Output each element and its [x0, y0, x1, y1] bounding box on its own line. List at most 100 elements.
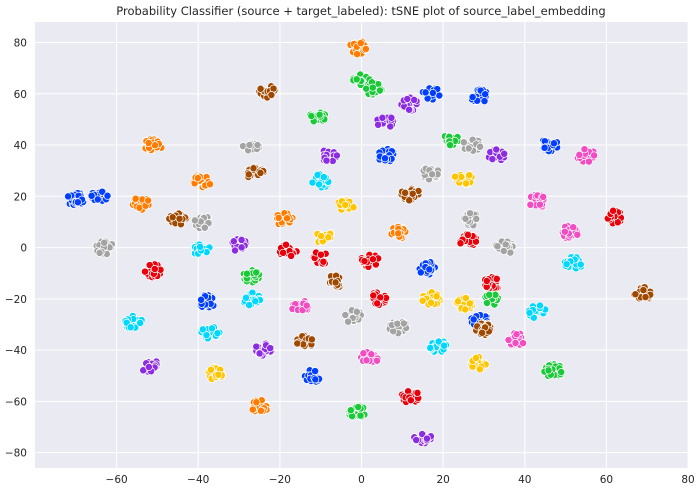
- scatter-point: [461, 305, 470, 314]
- scatter-point: [242, 269, 251, 278]
- y-tick-label: −20: [5, 294, 27, 306]
- scatter-point: [307, 335, 316, 344]
- scatter-point: [252, 398, 261, 407]
- x-tick-label: −20: [269, 474, 291, 486]
- scatter-point: [256, 168, 265, 177]
- scatter-point: [252, 268, 261, 277]
- scatter-point: [373, 299, 382, 308]
- scatter-point: [374, 120, 383, 129]
- scatter-point: [399, 319, 408, 328]
- scatter-point: [492, 274, 501, 283]
- scatter-point: [576, 260, 585, 269]
- scatter-point: [244, 170, 253, 179]
- scatter-point: [461, 294, 470, 303]
- scatter-point: [483, 299, 491, 307]
- scatter-point: [631, 290, 640, 299]
- scatter-point: [413, 388, 422, 397]
- scatter-point: [500, 149, 509, 158]
- x-tick-labels: −60 −40 −20 0 20 40 60 80: [106, 474, 695, 486]
- scatter-point: [466, 209, 475, 218]
- scatter-point: [245, 301, 254, 310]
- scatter-point: [346, 406, 355, 415]
- scatter-point: [423, 434, 431, 443]
- y-tick-label: −80: [5, 448, 27, 460]
- scatter-point: [245, 141, 254, 149]
- scatter-point: [341, 200, 350, 209]
- scatter-point: [341, 311, 350, 319]
- scatter-point: [193, 174, 202, 183]
- scatter-point: [381, 154, 389, 163]
- scatter-point: [267, 91, 276, 99]
- scatter-point: [468, 93, 477, 102]
- scatter-point: [405, 105, 414, 114]
- scatter-point: [248, 405, 257, 414]
- scatter-point: [64, 192, 73, 201]
- scatter-point: [462, 179, 471, 188]
- scatter-point: [359, 349, 368, 358]
- scatter-point: [315, 110, 324, 119]
- scatter-point: [360, 257, 369, 266]
- x-tick-label: 80: [681, 474, 694, 486]
- scatter-point: [426, 343, 435, 352]
- y-tick-label: 60: [14, 89, 27, 101]
- scatter-point: [557, 368, 566, 377]
- scatter-point: [144, 196, 153, 205]
- scatter-point: [95, 248, 104, 257]
- scatter-point: [428, 170, 437, 179]
- scatter-point: [126, 323, 135, 332]
- scatter-point: [175, 214, 184, 223]
- scatter-point: [206, 365, 215, 374]
- scatter-point: [255, 349, 264, 358]
- scatter-point: [131, 194, 140, 203]
- scatter-point: [560, 227, 569, 236]
- scatter-point: [465, 171, 474, 180]
- scatter-point: [242, 293, 250, 302]
- scatter-point: [368, 83, 377, 92]
- scatter-point: [464, 230, 472, 239]
- scatter-point: [73, 198, 82, 207]
- scatter-point: [214, 370, 223, 379]
- scatter-point: [401, 188, 410, 197]
- scatter-point: [519, 339, 527, 348]
- scatter-point: [307, 112, 316, 121]
- scatter-point: [406, 396, 415, 405]
- scatter-point: [488, 155, 497, 164]
- scatter-point: [641, 293, 650, 302]
- scatter-point: [639, 286, 648, 295]
- y-tick-labels: −80 −60 −40 −20 0 20 40 60 80: [5, 38, 27, 460]
- scatter-point: [190, 216, 199, 225]
- scatter-point: [362, 356, 371, 365]
- scatter-point: [237, 243, 246, 252]
- scatter-point: [367, 350, 376, 359]
- scatter-point: [293, 339, 302, 348]
- scatter-point: [403, 95, 412, 103]
- scatter-point: [440, 341, 449, 350]
- scatter-point: [580, 145, 589, 154]
- scatter-point: [446, 141, 455, 150]
- scatter-point: [315, 180, 324, 189]
- scatter-point: [512, 330, 521, 339]
- x-tick-label: 60: [600, 474, 613, 486]
- scatter-point: [144, 139, 153, 147]
- scatter-point: [93, 195, 102, 204]
- scatter-point: [575, 150, 584, 159]
- scatter-point: [252, 342, 261, 351]
- scatter-point: [256, 84, 265, 93]
- scatter-point: [569, 223, 578, 232]
- scatter-point: [287, 251, 296, 260]
- y-tick-label: 20: [14, 191, 27, 203]
- y-tick-label: 80: [14, 38, 27, 50]
- scatter-point: [492, 145, 501, 154]
- scatter-point: [394, 229, 403, 238]
- scatter-point: [361, 45, 370, 53]
- scatter-point: [197, 295, 206, 304]
- scatter-point: [387, 113, 396, 122]
- scatter-point: [103, 191, 112, 200]
- x-tick-label: −40: [187, 474, 209, 486]
- y-tick-label: 40: [14, 140, 27, 152]
- scatter-point: [472, 214, 481, 223]
- scatter-point: [168, 213, 177, 222]
- x-tick-label: 40: [518, 474, 531, 486]
- scatter-point: [319, 173, 328, 182]
